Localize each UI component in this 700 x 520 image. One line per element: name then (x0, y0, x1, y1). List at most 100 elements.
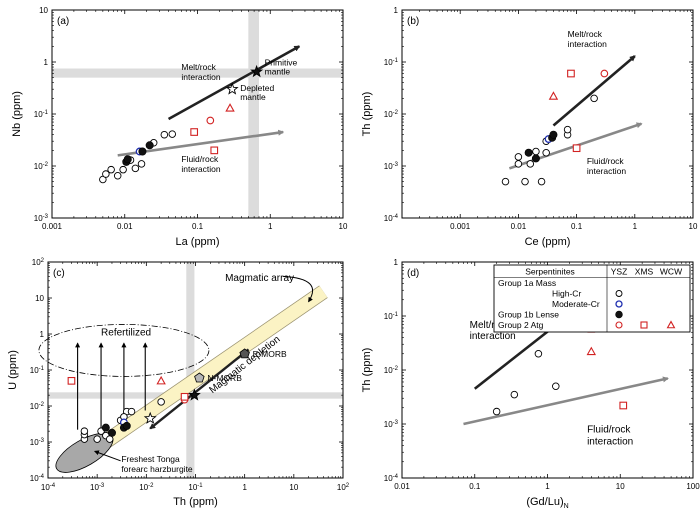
data-point (225, 103, 235, 112)
y-tick-label: 102 (32, 258, 45, 267)
label-refertilized: Refertilized (101, 328, 151, 339)
magmatic-depletion-arrow (149, 348, 250, 430)
x-axis-label: La (ppm) (175, 236, 219, 248)
x-tick-label: 10-2 (139, 483, 154, 492)
y-tick-label: 10-1 (34, 110, 49, 119)
data-point (102, 170, 110, 178)
star-filled (187, 388, 201, 401)
legend-col-wcw: WCW (660, 267, 682, 277)
x-tick-label: 10 (689, 222, 698, 231)
plot-frame (401, 9, 694, 219)
legend-row-label: Moderate-Cr (552, 299, 600, 309)
data-point (521, 177, 529, 186)
label-melt-rock-2: interaction (470, 331, 516, 342)
horizontal-band (52, 68, 343, 78)
legend-row-label: High-Cr (552, 289, 581, 299)
magmatic-array-band (93, 286, 328, 454)
data-point (190, 128, 199, 136)
x-tick-label: 0.01 (394, 482, 410, 491)
y-tick-label: 10-2 (34, 162, 49, 171)
data-point (501, 177, 510, 186)
star-label: mantle (265, 67, 291, 77)
x-tick-label: 0.01 (511, 222, 527, 231)
data-point (590, 94, 598, 103)
morb-label: E-MORB (253, 349, 287, 359)
data-point (137, 160, 146, 168)
x-tick-label: 100 (686, 482, 700, 491)
label-tonga-1: Freshest Tonga (121, 454, 180, 464)
y-axis-label: U (ppm) (7, 350, 19, 390)
star-label: Primitive (265, 58, 298, 68)
star-filled (250, 64, 264, 78)
data-point (107, 428, 116, 437)
y-tick-label: 10 (39, 6, 48, 15)
y-tick-label: 10-3 (384, 420, 399, 429)
data-point (586, 346, 597, 356)
data-point (123, 155, 132, 164)
y-tick-label: 10-1 (30, 366, 45, 375)
data-point (113, 171, 122, 180)
data-point (122, 421, 131, 430)
data-point (514, 160, 523, 168)
tonga-pointer (93, 450, 121, 462)
morb-marker (239, 348, 250, 359)
y-tick-label: 10-3 (34, 214, 49, 223)
x-tick-label: 0.001 (450, 222, 471, 231)
label-fluid-rock: Fluid/rock (587, 156, 625, 166)
data-point (80, 427, 89, 435)
magmatic-array-pointer (282, 275, 314, 303)
x-tick-label: 10-3 (90, 483, 105, 492)
legend-col-ysz: YSZ (611, 267, 628, 277)
panel-a: 0.001 0.01 0.1 1 10 10-3 10-2 10-1 1 10 La (ppm) Nb… (11, 6, 348, 248)
label-magmatic-array: Magmatic array (225, 273, 294, 284)
label-melt-rock-2: interaction (181, 72, 220, 82)
data-point (531, 154, 540, 163)
data-point (210, 146, 219, 155)
y-tick-label: 1 (394, 6, 399, 15)
y-axis-label: Th (ppm) (361, 92, 373, 137)
data-point (532, 147, 540, 156)
melt-rock-arrow (552, 55, 636, 127)
plot-frame (51, 9, 344, 219)
y-tick-label: 10-4 (384, 474, 399, 483)
label-melt-rock: Melt/rock (568, 29, 603, 39)
data-point (168, 130, 177, 138)
data-point (180, 392, 189, 401)
data-point (145, 141, 154, 150)
legend-row-label: Group 1b Lense (498, 310, 559, 320)
y-tick-label: 10-2 (384, 110, 399, 119)
legend-row-label: Group 2 Atg (498, 320, 544, 330)
panel-label: (b) (407, 16, 419, 27)
panel-label: (d) (407, 268, 419, 279)
label-fluid-rock-2: interaction (181, 164, 220, 174)
data-point (156, 375, 166, 385)
y-tick-label: 10-4 (30, 474, 45, 483)
data-point (138, 147, 147, 156)
fluid-rock-arrow (463, 376, 669, 426)
x-tick-label: 10 (616, 482, 625, 491)
y-axis-label: Th (ppm) (361, 348, 373, 393)
x-tick-label: 0.01 (117, 222, 133, 231)
data-point (131, 164, 140, 173)
x-axis-label: Ce (ppm) (525, 236, 571, 248)
label-melt-rock: Melt/rock (470, 320, 512, 331)
data-point (105, 435, 114, 443)
x-tick-label: 1 (242, 483, 247, 492)
x-tick-label: 0.001 (42, 222, 63, 231)
legend-row-label: Group 1a Mass (498, 278, 556, 288)
x-axis-label: (Gd/Lu)N (526, 496, 568, 510)
data-point (524, 148, 533, 157)
legend-box (493, 264, 691, 333)
y-axis-label: Nb (ppm) (11, 91, 23, 137)
label-fluid-rock: Fluid/rock (181, 154, 219, 164)
morb-label: N-MORB (207, 373, 242, 383)
x-tick-label: 10 (339, 222, 348, 231)
data-point (534, 349, 543, 358)
x-tick-label: 0.1 (571, 222, 583, 231)
data-point (93, 435, 101, 443)
x-axis-label: Th (ppm) (173, 496, 218, 508)
legend-symbol (615, 290, 623, 297)
data-point (119, 165, 127, 174)
legend-symbol (615, 310, 623, 319)
